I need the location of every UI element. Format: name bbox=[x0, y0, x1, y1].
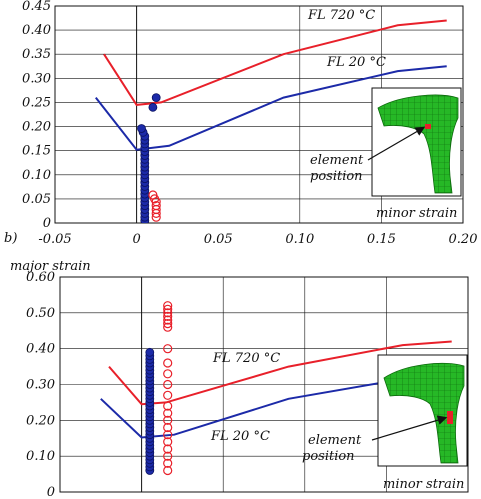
panel-b-scatter-point bbox=[163, 358, 173, 368]
panel-a-x-tick-label: 0.20 bbox=[449, 232, 478, 247]
panel-b-scatter-point bbox=[163, 315, 173, 325]
panel-a-scatter-point bbox=[137, 124, 146, 133]
panel-a-x-tick-label: 0.05 bbox=[204, 232, 233, 247]
panel-b-y-tick-label: 0.60 bbox=[26, 270, 55, 285]
panel-a-series-label-blue: FL 20 °C bbox=[326, 55, 386, 70]
panel-b-scatter-point bbox=[163, 379, 173, 390]
panel-a-y-tick-label: 0.15 bbox=[22, 144, 51, 159]
panel-a-y-tick-label: 0.40 bbox=[22, 23, 51, 38]
panel-b-inset-mesh bbox=[383, 362, 465, 464]
panel-a-y-tick-label: 0.05 bbox=[22, 192, 51, 207]
panel-a-y-tick-label: 0.10 bbox=[22, 168, 51, 183]
panel-a-y-tick-label: 0.20 bbox=[22, 120, 51, 135]
panel-a-ticks: 0 0.05 0.10 0.15 0.20 0.25 0.30 0.35 0.40 0.45 -0.… bbox=[22, 0, 477, 247]
panel-a-inset-element-marker bbox=[425, 124, 431, 129]
panel-b-scatter-point bbox=[163, 415, 173, 425]
panel-b-scatter-point bbox=[163, 308, 173, 318]
panel-a-x-tick-label: -0.05 bbox=[38, 232, 71, 247]
panel-b-xlabel: minor strain bbox=[383, 477, 464, 492]
panel-b-y-tick-label: 0.40 bbox=[26, 342, 55, 357]
panel-b-scatter-point bbox=[163, 444, 173, 454]
panel-b-label: b) bbox=[4, 231, 17, 246]
panel-a-x-tick-label: 0.10 bbox=[285, 232, 314, 247]
panel-b-element-arrow bbox=[371, 415, 448, 441]
panel-a-scatter-point bbox=[148, 102, 158, 112]
panel-a-element-arrow bbox=[367, 126, 426, 161]
panel-a-y-tick-label: 0 bbox=[43, 216, 51, 231]
panel-b-scatter-point bbox=[163, 458, 173, 468]
panel-b-scatter-point bbox=[163, 319, 173, 329]
panel-a-inset-label-line1: element bbox=[310, 153, 364, 168]
panel-a-x-tick-label: 0.15 bbox=[367, 232, 396, 247]
panel-b-inset bbox=[377, 354, 468, 467]
panel-b-points bbox=[145, 301, 173, 476]
panel-a-xlabel: minor strain bbox=[376, 206, 457, 221]
panel-a-x-tick-label: 0 bbox=[132, 232, 140, 247]
panel-b: b) major strain 0 0.10 0.20 0.30 0.40 0.50 0.6… bbox=[4, 231, 469, 499]
panel-b-series-label-red: FL 720 °C bbox=[212, 351, 280, 366]
panel-b-scatter-point bbox=[163, 430, 173, 440]
panel-b-scatter-point bbox=[163, 322, 173, 332]
panel-b-scatter-point bbox=[163, 344, 173, 354]
panel-b-scatter-point bbox=[163, 401, 173, 411]
panel-a-scatter-point bbox=[151, 93, 161, 102]
panel-b-inset-label-line2: position bbox=[302, 449, 355, 464]
panel-a-scatter-point bbox=[151, 201, 161, 211]
panel-b-inset-element-marker bbox=[447, 411, 453, 424]
panel-b-series-label-blue: FL 20 °C bbox=[210, 429, 270, 444]
panel-a-y-tick-label: 0.45 bbox=[22, 0, 51, 14]
panel-b-scatter-point bbox=[145, 347, 155, 357]
panel-a-inset-label-line2: position bbox=[310, 169, 363, 184]
panel-b-scatter-point bbox=[163, 390, 173, 400]
panel-b-ticks: 0 0.10 0.20 0.30 0.40 0.50 0.60 bbox=[26, 270, 55, 499]
panel-a-inset bbox=[371, 87, 462, 197]
panel-a-y-tick-label: 0.30 bbox=[22, 71, 51, 86]
panel-b-scatter-point bbox=[163, 422, 173, 433]
panel-b-scatter-point bbox=[163, 408, 173, 418]
panel-a-scatter-point bbox=[148, 190, 158, 200]
panel-a-series-line-1 bbox=[95, 65, 447, 151]
panel-a-points bbox=[137, 93, 161, 223]
panel-b-y-tick-label: 0.10 bbox=[26, 449, 55, 464]
panel-b-y-tick-label: 0.50 bbox=[26, 306, 55, 321]
panel-a-lines bbox=[95, 19, 447, 151]
panel-b-scatter-point bbox=[163, 304, 173, 314]
panel-b-ylabel: major strain bbox=[10, 259, 91, 274]
panel-a-series-label-red: FL 720 °C bbox=[307, 8, 375, 23]
panel-a-series-line-0 bbox=[103, 19, 447, 106]
panel-b-y-tick-label: 0.30 bbox=[26, 378, 55, 393]
panel-b-scatter-point bbox=[163, 369, 173, 379]
panel-b-y-tick-label: 0.20 bbox=[26, 413, 55, 428]
panel-b-scatter-point bbox=[163, 311, 173, 321]
panel-b-scatter-point bbox=[163, 465, 173, 476]
panel-b-series-line-0 bbox=[108, 340, 452, 406]
panel-a-y-tick-label: 0.35 bbox=[22, 47, 51, 62]
panel-b-scatter-point bbox=[163, 301, 173, 311]
panel-a-y-tick-label: 0.25 bbox=[22, 95, 51, 110]
panel-b-y-tick-label: 0 bbox=[47, 485, 55, 499]
panel-b-inset-label-line1: element bbox=[308, 433, 362, 448]
panel-b-scatter-point bbox=[163, 451, 173, 461]
panel-b-scatter-point bbox=[163, 437, 173, 447]
panel-a: 0 0.05 0.10 0.15 0.20 0.25 0.30 0.35 0.40 0.45 -0.… bbox=[22, 0, 477, 247]
